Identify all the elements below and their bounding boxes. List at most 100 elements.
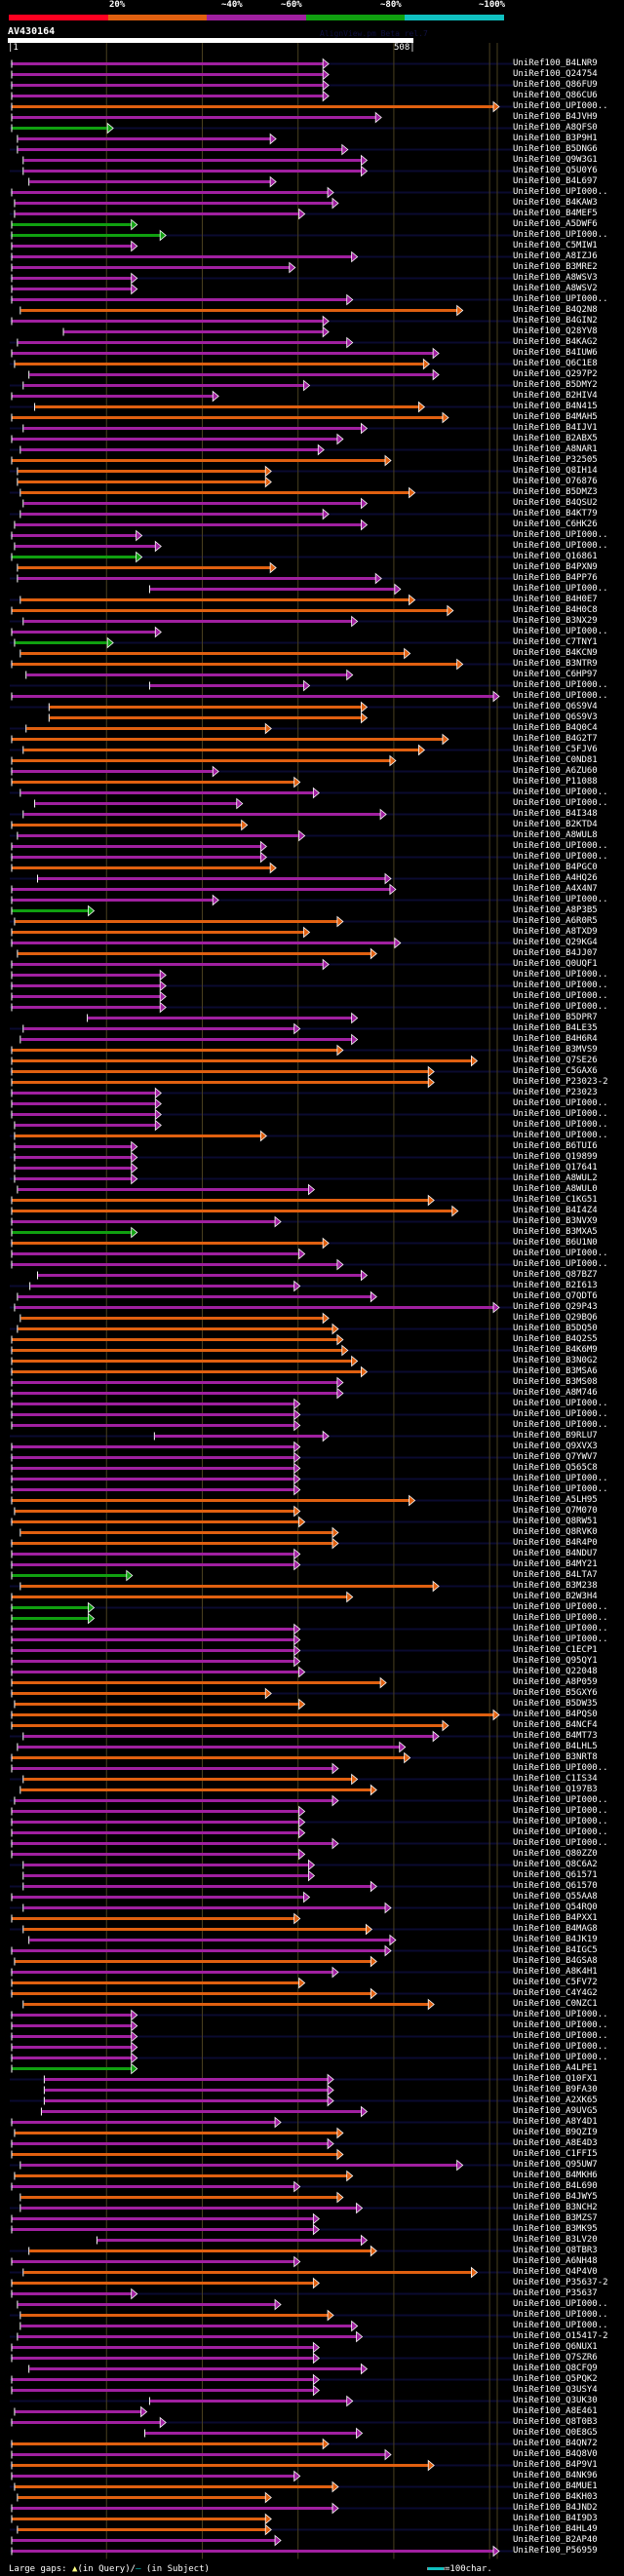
hit-label[interactable]: UniRef100_Q0UQF1 xyxy=(513,959,598,969)
hit-label[interactable]: UniRef100_B4Q2N8 xyxy=(513,305,598,315)
hit-label[interactable]: UniRef100_B3N0G2 xyxy=(513,1356,598,1365)
hit-bar[interactable] xyxy=(11,1676,387,1689)
hit-bar[interactable] xyxy=(20,1526,339,1539)
hit-bar[interactable] xyxy=(11,1912,301,1925)
hit-bar[interactable] xyxy=(11,2212,320,2225)
hit-label[interactable]: UniRef100_UPI000.. xyxy=(513,2010,608,2019)
hit-label[interactable]: UniRef100_A8P3B5 xyxy=(513,905,598,915)
hit-bar[interactable] xyxy=(11,1848,306,1861)
hit-label[interactable]: UniRef100_B4H0E7 xyxy=(513,595,598,604)
hit-label[interactable]: UniRef100_A8NAR1 xyxy=(513,444,598,454)
hit-label[interactable]: UniRef100_A8P059 xyxy=(513,1677,598,1687)
hit-bar[interactable] xyxy=(11,980,167,992)
hit-label[interactable]: UniRef100_UPI000.. xyxy=(513,230,608,240)
hit-label[interactable]: UniRef100_B4KAW3 xyxy=(513,198,598,208)
hit-label[interactable]: UniRef100_Q28YV8 xyxy=(513,327,598,336)
hit-bar[interactable] xyxy=(11,2459,435,2472)
hit-bar[interactable] xyxy=(11,1001,167,1014)
hit-label[interactable]: UniRef100_Q17641 xyxy=(513,1163,598,1173)
hit-bar[interactable] xyxy=(11,1719,449,1732)
hit-label[interactable]: UniRef100_B4GIN2 xyxy=(513,316,598,326)
hit-bar[interactable] xyxy=(17,476,272,488)
hit-label[interactable]: UniRef100_B4H6R4 xyxy=(513,1034,598,1044)
hit-bar[interactable] xyxy=(17,829,306,842)
hit-label[interactable]: UniRef100_B4L690 xyxy=(513,2181,598,2191)
hit-bar[interactable] xyxy=(25,722,272,735)
hit-label[interactable]: UniRef100_B5DMY2 xyxy=(513,380,598,390)
hit-bar[interactable] xyxy=(11,2438,330,2450)
hit-label[interactable]: UniRef100_C4Y4G2 xyxy=(513,1988,598,1998)
hit-bar[interactable] xyxy=(11,433,344,445)
hit-bar[interactable] xyxy=(11,1451,301,1464)
hit-bar[interactable] xyxy=(20,2159,464,2172)
hit-label[interactable]: UniRef100_C0NZC1 xyxy=(513,1999,598,2009)
hit-label[interactable]: UniRef100_A8WUL2 xyxy=(513,1173,598,1183)
hit-label[interactable]: UniRef100_B4NK96 xyxy=(513,2471,598,2480)
hit-label[interactable]: UniRef100_C5FJV6 xyxy=(513,745,598,754)
hit-bar[interactable] xyxy=(11,2352,320,2365)
hit-label[interactable]: UniRef100_Q4P4V0 xyxy=(513,2267,598,2277)
hit-bar[interactable] xyxy=(34,797,244,810)
hit-label[interactable]: UniRef100_A4LPE1 xyxy=(513,2063,598,2073)
hit-label[interactable]: UniRef100_UPI000.. xyxy=(513,2020,608,2030)
hit-bar[interactable] xyxy=(17,947,377,960)
hit-label[interactable]: UniRef100_UPI000.. xyxy=(513,788,608,797)
hit-label[interactable]: UniRef100_UPI000.. xyxy=(513,2053,608,2062)
hit-bar[interactable] xyxy=(11,2341,320,2354)
hit-bar[interactable] xyxy=(11,1644,301,1657)
hit-label[interactable]: UniRef100_Q8IH14 xyxy=(513,466,598,476)
hit-bar[interactable] xyxy=(11,1258,344,1271)
hit-bar[interactable] xyxy=(11,2148,344,2161)
hit-bar[interactable] xyxy=(14,915,344,928)
hit-bar[interactable] xyxy=(25,669,354,681)
hit-label[interactable]: UniRef100_B4IUW6 xyxy=(513,348,598,358)
hit-bar[interactable] xyxy=(11,2019,138,2032)
hit-bar[interactable] xyxy=(14,1301,500,1314)
hit-bar[interactable] xyxy=(11,2288,138,2300)
hit-bar[interactable] xyxy=(11,2502,339,2515)
hit-bar[interactable] xyxy=(22,379,311,392)
hit-bar[interactable] xyxy=(11,58,330,70)
hit-bar[interactable] xyxy=(11,411,449,424)
hit-bar[interactable] xyxy=(11,840,267,853)
hit-label[interactable]: UniRef100_B3MSA6 xyxy=(513,1366,598,1376)
hit-label[interactable]: UniRef100_B3P9H1 xyxy=(513,134,598,143)
hit-label[interactable]: UniRef100_Q6NUX1 xyxy=(513,2342,598,2352)
hit-bar[interactable] xyxy=(20,1312,330,1325)
hit-label[interactable]: UniRef100_UPI000.. xyxy=(513,691,608,701)
hit-label[interactable]: UniRef100_Q8CFQ9 xyxy=(513,2364,598,2373)
hit-bar[interactable] xyxy=(17,336,354,349)
hit-bar[interactable] xyxy=(62,326,330,338)
hit-label[interactable]: UniRef100_B5GXY6 xyxy=(513,1688,598,1698)
hit-bar[interactable] xyxy=(11,1709,500,1721)
hit-bar[interactable] xyxy=(17,465,272,478)
hit-label[interactable]: UniRef100_B2ABX5 xyxy=(513,434,598,443)
hit-label[interactable]: UniRef100_UPI000.. xyxy=(513,627,608,636)
hit-bar[interactable] xyxy=(14,2405,148,2418)
hit-label[interactable]: UniRef100_UPI000.. xyxy=(513,1098,608,1108)
hit-bar[interactable] xyxy=(17,572,382,585)
hit-bar[interactable] xyxy=(11,2137,334,2150)
hit-label[interactable]: UniRef100_B4L697 xyxy=(513,176,598,186)
hit-label[interactable]: UniRef100_Q10FX1 xyxy=(513,2074,598,2084)
hit-bar[interactable] xyxy=(20,647,411,660)
hit-label[interactable]: UniRef100_UPI000.. xyxy=(513,1131,608,1140)
hit-bar[interactable] xyxy=(14,519,369,531)
hit-label[interactable]: UniRef100_UPI000.. xyxy=(513,1817,608,1826)
hit-label[interactable]: UniRef100_Q9XVX3 xyxy=(513,1442,598,1451)
hit-bar[interactable] xyxy=(43,2095,334,2107)
hit-label[interactable]: UniRef100_UPI000.. xyxy=(513,1613,608,1623)
hit-label[interactable]: UniRef100_B2KTD4 xyxy=(513,820,598,829)
hit-bar[interactable] xyxy=(22,1859,316,1871)
hit-label[interactable]: UniRef100_Q16861 xyxy=(513,552,598,561)
hit-bar[interactable] xyxy=(20,443,325,456)
hit-label[interactable]: UniRef100_B3MXA5 xyxy=(513,1227,598,1237)
hit-label[interactable]: UniRef100_A8E461 xyxy=(513,2406,598,2416)
hit-label[interactable]: UniRef100_B5DMZ3 xyxy=(513,487,598,497)
hit-label[interactable]: UniRef100_B9QZI9 xyxy=(513,2128,598,2137)
hit-bar[interactable] xyxy=(11,315,330,327)
hit-label[interactable]: UniRef100_B2W3H4 xyxy=(513,1592,598,1601)
hit-label[interactable]: UniRef100_B3MRE2 xyxy=(513,262,598,272)
hit-bar[interactable] xyxy=(11,551,143,563)
hit-bar[interactable] xyxy=(11,1891,311,1903)
